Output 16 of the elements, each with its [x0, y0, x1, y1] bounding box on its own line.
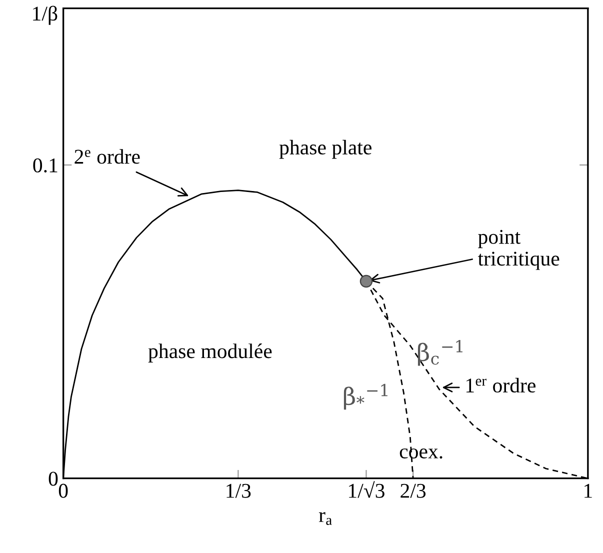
annotation: β$_{*}$$^{−1}$: [344, 384, 388, 410]
x-tick-label: 0: [58, 484, 68, 498]
x-axis-title: r$_{a}$: [318, 512, 332, 525]
annotation: coex.: [400, 448, 442, 459]
x-tick-label: 1/3: [226, 484, 251, 498]
annotation: 1$^{er}$ ordre: [466, 378, 536, 393]
annotation: β$_{c}$$^{−1}$: [418, 340, 462, 366]
annotation: phase plate: [279, 140, 372, 159]
y-tick-label: 0.1: [33, 158, 58, 173]
annotation: point tricritique: [478, 230, 560, 270]
annotation: 2$^{e}$ ordre: [74, 149, 140, 164]
y-axis-title: 1/β: [33, 6, 58, 25]
x-tick-label: 1/√3: [349, 481, 384, 498]
annotation: phase modulée: [148, 344, 272, 362]
x-tick-label: 1: [584, 484, 592, 498]
x-tick-label: 2/3: [400, 484, 426, 498]
